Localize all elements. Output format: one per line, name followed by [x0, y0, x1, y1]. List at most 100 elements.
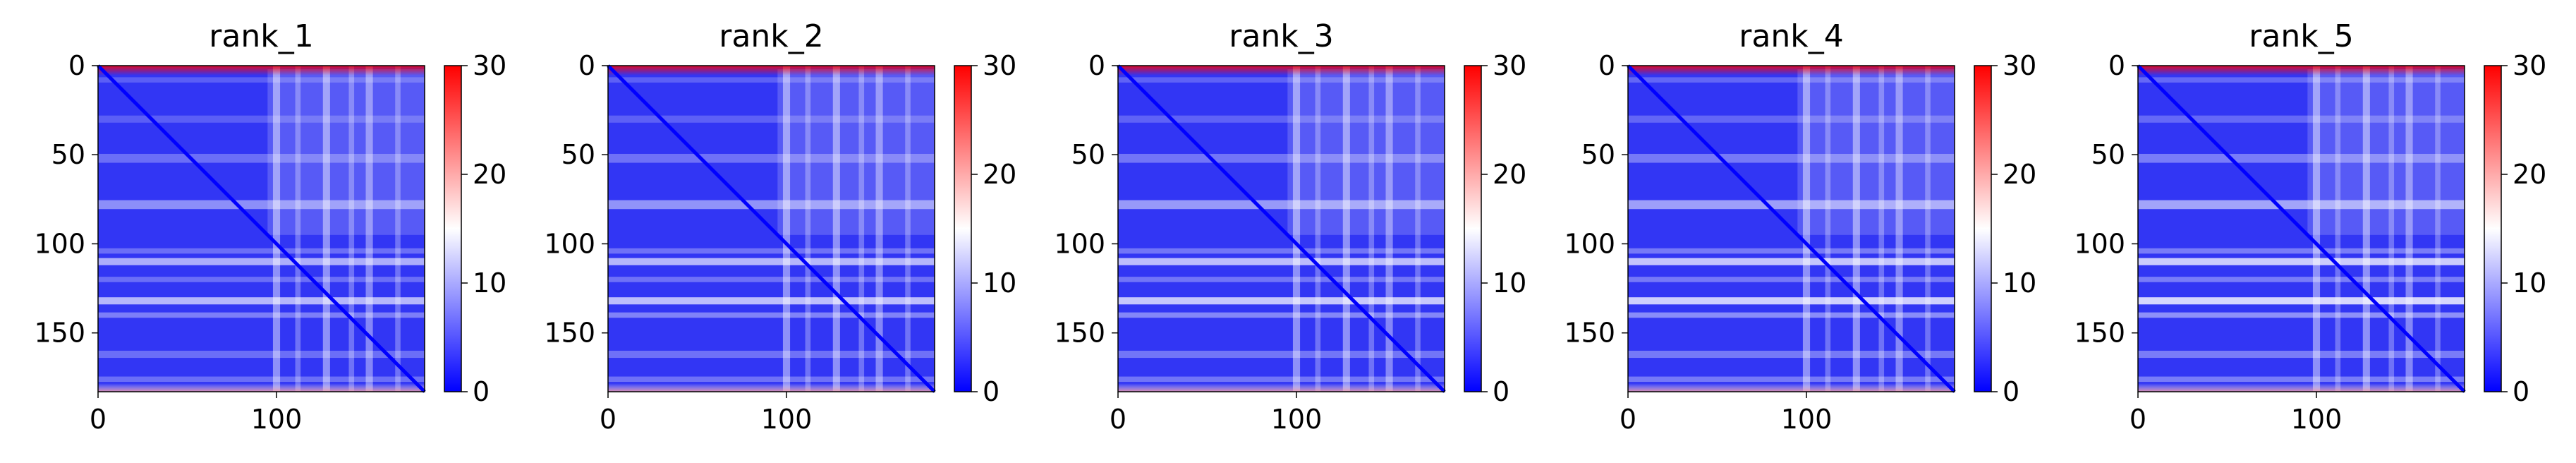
y-tick-label: 50	[561, 139, 595, 170]
colorbar-tick-label: 10	[983, 267, 1016, 299]
heatmap-row-band	[608, 297, 935, 305]
heatmap-col-band	[295, 66, 301, 392]
heatmap-col-band	[1368, 66, 1375, 392]
x-tick-label: 0	[1620, 404, 1636, 435]
heatmap-row-band	[1118, 297, 1445, 305]
heatmap-light-region	[2307, 69, 2465, 235]
colorbar-frame	[954, 65, 972, 392]
heatmap-row-band	[2138, 248, 2465, 254]
heatmap-row-band	[98, 277, 425, 282]
heatmap-row-band	[98, 376, 425, 383]
colorbar-tick-label: 20	[1493, 159, 1526, 190]
y-tick-label: 150	[34, 318, 85, 349]
y-tick-label: 100	[1564, 228, 1615, 259]
chart-title: rank_3	[1229, 18, 1333, 54]
heatmap-col-band	[1342, 66, 1350, 392]
y-tick-label: 0	[1088, 50, 1105, 81]
colorbar-tick-label: 0	[983, 376, 1000, 407]
colorbar-tick-label: 0	[473, 376, 490, 407]
heatmap-col-band	[782, 66, 791, 392]
axes-frame	[1117, 65, 1445, 392]
heatmap-row-band	[608, 258, 935, 265]
heatmap-bottom-edge	[608, 383, 935, 392]
heatmap-col-band	[322, 66, 330, 392]
x-tick-label: 100	[2291, 404, 2343, 435]
heatmap-row-band	[608, 350, 935, 359]
heatmap-row-band	[98, 297, 425, 305]
colorbar-frame	[444, 65, 462, 392]
colorbar-tick-label: 10	[473, 267, 506, 299]
heatmap-col-band	[2362, 66, 2370, 392]
heatmap-col-band	[858, 66, 865, 392]
heatmap-row-band	[1628, 153, 1955, 163]
colorbar-tick-label: 20	[983, 159, 1016, 190]
colorbar-tick-label: 30	[983, 50, 1016, 81]
y-tick-label: 100	[34, 228, 85, 259]
heatmap-col-band	[2405, 66, 2413, 392]
heatmap-row-band	[1118, 153, 1445, 163]
heatmap-row-band	[1118, 350, 1445, 359]
y-tick-label: 0	[578, 50, 595, 81]
y-tick-label: 100	[1054, 228, 1105, 259]
heatmap-row-band	[2138, 277, 2465, 282]
heatmap-col-band	[348, 66, 355, 392]
heatmap-col-band	[2335, 66, 2341, 392]
heatmap-row-band	[1628, 248, 1955, 254]
axes-frame	[2137, 65, 2465, 392]
y-tick-label: 100	[544, 228, 595, 259]
y-tick-label: 150	[2074, 318, 2125, 349]
colorbar-tick-label: 10	[2513, 267, 2546, 299]
colorbar	[444, 66, 461, 392]
heatmap-row-band	[1628, 350, 1955, 359]
colorbar-tick-label: 20	[473, 159, 506, 190]
heatmap-diagonal	[2137, 64, 2466, 393]
heatmap-bottom-edge	[1118, 383, 1445, 392]
heatmap-diagonal	[1117, 64, 1446, 393]
heatmap-bottom-edge	[1628, 383, 1955, 392]
panel-rank_1: rank_1 0 100 0 50 100 150 0 10 20 30	[34, 18, 506, 435]
heatmap-row-band	[2138, 200, 2465, 210]
heatmap-row-band	[98, 200, 425, 210]
colorbar	[1974, 66, 1991, 392]
heatmap-col-band	[395, 66, 401, 392]
axes-frame	[607, 65, 935, 392]
heatmap-col-band	[1802, 66, 1811, 392]
heatmap-col-band	[1292, 66, 1301, 392]
heatmap-top-edge	[608, 66, 935, 76]
heatmap-top-edge	[1118, 66, 1445, 76]
heatmap-row-band	[1118, 200, 1445, 210]
y-tick-label: 100	[2074, 228, 2125, 259]
heatmap	[607, 64, 936, 393]
x-tick-label: 100	[1271, 404, 1323, 435]
heatmap-diagonal	[97, 64, 426, 393]
colorbar	[1464, 66, 1481, 392]
x-tick-label: 100	[1781, 404, 1833, 435]
chart-title: rank_4	[1739, 18, 1843, 54]
x-tick-label: 0	[2130, 404, 2146, 435]
y-tick-label: 150	[1564, 318, 1615, 349]
heatmap-bottom-edge	[98, 383, 425, 392]
heatmap-col-band	[1852, 66, 1860, 392]
y-tick-label: 50	[1581, 139, 1615, 170]
heatmap-bottom-edge	[2138, 383, 2465, 392]
y-tick-label: 0	[2108, 50, 2125, 81]
x-tick-label: 0	[1110, 404, 1126, 435]
heatmap-col-band	[1385, 66, 1393, 392]
colorbar-tick-label: 0	[2003, 376, 2019, 407]
colorbar-tick-label: 10	[2003, 267, 2036, 299]
heatmap	[1627, 64, 1956, 393]
heatmap-row-band	[1118, 115, 1445, 123]
colorbar-tick-label: 20	[2003, 159, 2036, 190]
heatmap-diagonal	[1627, 64, 1956, 393]
heatmap-light-region	[1287, 69, 1445, 235]
heatmap-col-band	[1415, 66, 1421, 392]
heatmap-row-band	[608, 376, 935, 383]
heatmap	[2137, 64, 2466, 393]
heatmap-row-band	[1118, 277, 1445, 282]
heatmap-row-band	[98, 77, 425, 83]
y-tick-label: 50	[2091, 139, 2125, 170]
heatmap-col-band	[272, 66, 281, 392]
chart-title: rank_2	[719, 18, 823, 54]
colorbar	[2484, 66, 2501, 392]
heatmap-row-band	[2138, 115, 2465, 123]
